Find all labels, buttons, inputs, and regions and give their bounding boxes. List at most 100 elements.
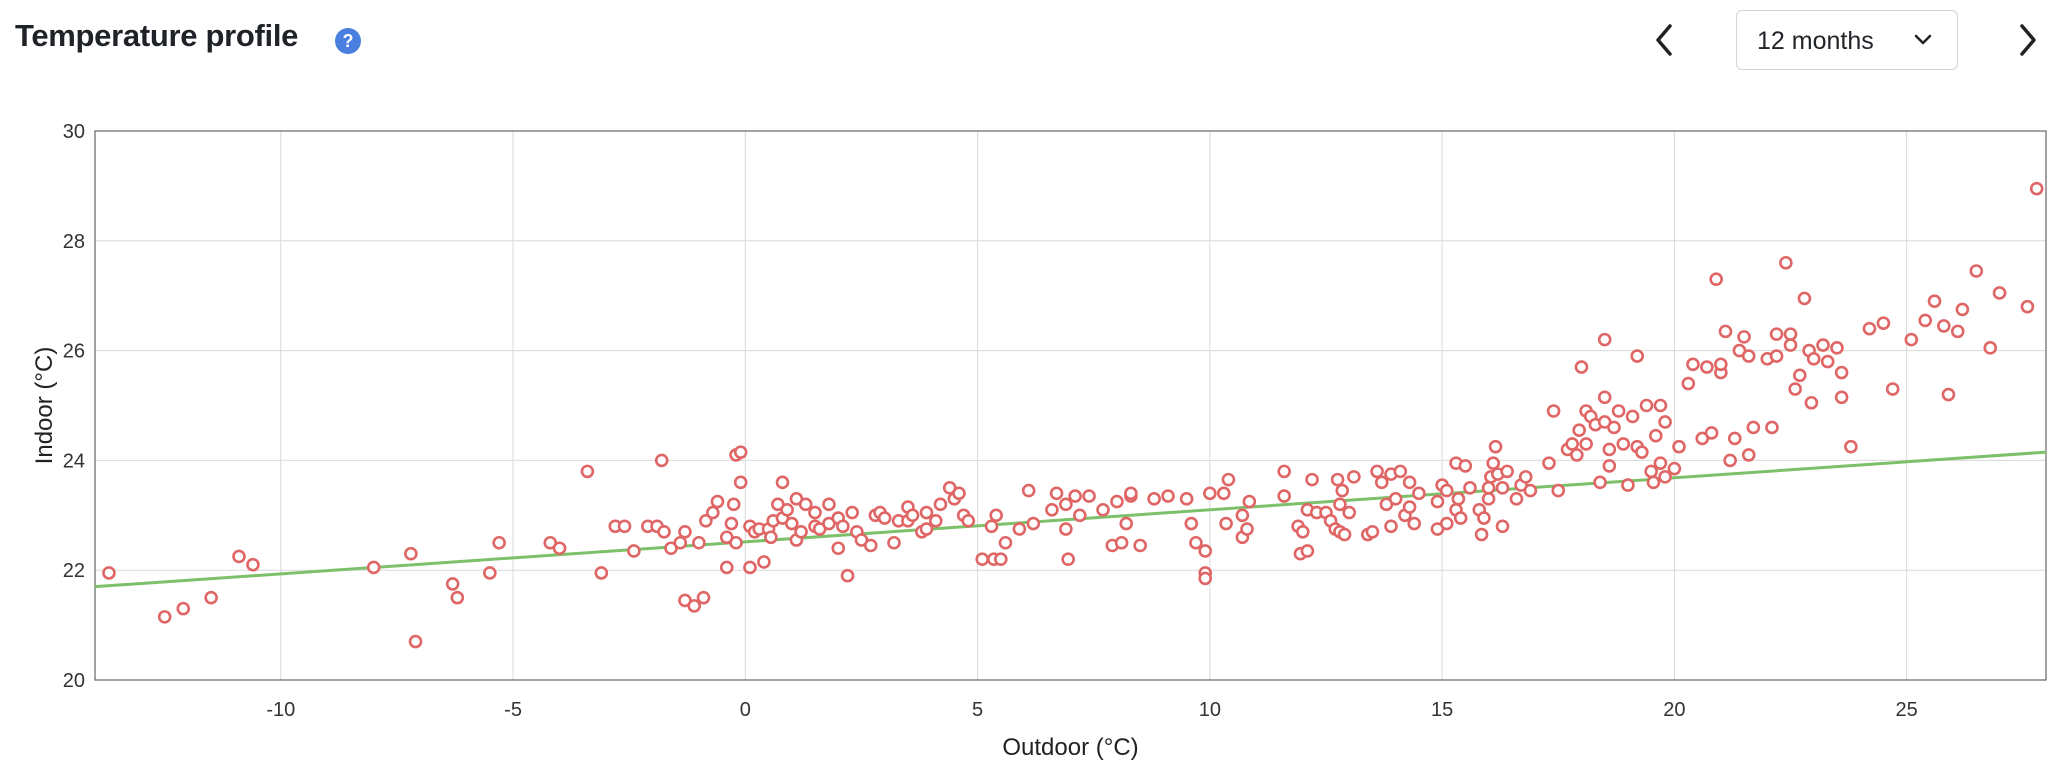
data-point	[726, 497, 741, 512]
data-point	[1672, 439, 1686, 454]
data-point	[1393, 464, 1408, 479]
data-point	[1700, 360, 1714, 374]
plot-area-frame	[94, 130, 2047, 681]
data-point	[1542, 456, 1556, 470]
y-tick-label: 24	[63, 450, 85, 472]
data-point	[1300, 544, 1315, 558]
x-tick-label: 25	[1896, 699, 1918, 721]
next-period-button[interactable]	[2012, 18, 2042, 62]
data-point	[1161, 489, 1175, 503]
data-point	[1723, 453, 1737, 468]
data-point	[1653, 398, 1668, 413]
data-point	[1969, 264, 1984, 278]
data-point	[1834, 390, 1849, 405]
data-point	[1486, 456, 1501, 470]
data-point	[1509, 492, 1524, 506]
data-point	[1667, 461, 1682, 476]
data-point	[919, 505, 934, 520]
y-tick-labels: 20 22 24 26 28 30	[63, 121, 85, 692]
data-point	[1741, 448, 1756, 462]
data-point	[1240, 522, 1254, 536]
data-point	[445, 577, 460, 591]
data-point	[232, 549, 246, 564]
data-point	[989, 508, 1003, 523]
data-point	[657, 524, 671, 539]
data-point	[1096, 503, 1110, 517]
data-point	[1012, 522, 1027, 536]
data-point	[905, 508, 920, 523]
data-points	[102, 181, 2044, 649]
data-point	[1616, 437, 1631, 451]
data-point	[1658, 470, 1672, 484]
data-point	[1830, 341, 1844, 355]
data-point	[696, 590, 711, 605]
data-point	[1737, 330, 1751, 344]
help-icon[interactable]: ?	[335, 28, 361, 54]
data-point	[1500, 464, 1514, 479]
data-point	[1788, 382, 1802, 396]
data-point	[1579, 437, 1593, 451]
data-point	[1335, 483, 1350, 498]
data-point	[1216, 486, 1231, 501]
data-point	[1337, 527, 1352, 542]
y-tick-label: 26	[63, 341, 85, 363]
data-point	[1458, 459, 1473, 473]
data-point	[366, 560, 381, 575]
data-point	[952, 486, 966, 501]
data-point	[1746, 420, 1761, 435]
data-point	[757, 555, 771, 569]
data-point	[1876, 316, 1891, 330]
y-tick-label: 22	[63, 560, 85, 582]
data-point	[933, 497, 948, 512]
data-point	[1082, 489, 1096, 503]
data-point	[1546, 404, 1561, 418]
data-point	[1602, 442, 1617, 457]
x-tick-label: 10	[1199, 699, 1221, 721]
data-point	[798, 497, 813, 512]
data-point	[1021, 483, 1036, 498]
data-point	[1439, 516, 1454, 531]
data-point	[1783, 327, 1798, 341]
data-point	[1820, 354, 1835, 369]
y-axis-title: Indoor (°C)	[31, 347, 58, 465]
trend-line-group	[94, 450, 2047, 589]
data-point	[784, 516, 799, 531]
prev-period-button[interactable]	[1650, 18, 1680, 62]
data-point	[1649, 428, 1663, 443]
range-dropdown[interactable]: 12 months	[1736, 10, 1958, 70]
data-point	[1179, 492, 1194, 506]
data-point	[808, 505, 822, 520]
data-point	[877, 511, 892, 525]
data-point	[1593, 475, 1607, 490]
data-point	[831, 541, 846, 556]
data-point	[1221, 472, 1236, 487]
data-point	[1686, 357, 1700, 372]
data-point	[1565, 437, 1579, 451]
data-point	[1597, 332, 1612, 347]
data-point	[1625, 409, 1640, 424]
data-point	[961, 513, 976, 528]
data-point	[157, 610, 172, 624]
data-point	[1124, 486, 1138, 501]
data-point	[1219, 516, 1233, 531]
y-tick-label: 30	[63, 121, 85, 143]
data-point	[1347, 470, 1361, 484]
range-selected-value: 12 months	[1757, 27, 1874, 55]
data-point	[1885, 382, 1900, 396]
x-tick-label: 0	[740, 699, 751, 721]
data-point	[1646, 475, 1661, 490]
data-point	[1198, 571, 1213, 586]
data-point	[998, 535, 1013, 550]
data-point	[1453, 511, 1468, 525]
data-point	[1474, 527, 1489, 542]
data-point	[1330, 472, 1345, 487]
data-point	[984, 519, 999, 534]
data-point	[2020, 299, 2035, 314]
data-point	[1333, 497, 1347, 512]
data-point	[1295, 524, 1310, 539]
data-point	[1779, 255, 1793, 270]
data-point	[1518, 470, 1533, 484]
data-point	[404, 546, 418, 561]
chevron-right-icon	[2020, 24, 2036, 56]
data-point	[1495, 519, 1510, 534]
